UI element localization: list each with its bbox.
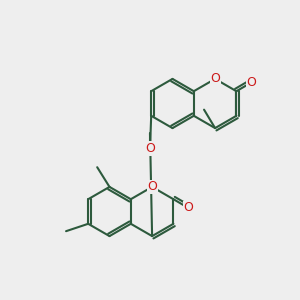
Text: O: O <box>145 142 155 155</box>
Text: O: O <box>246 76 256 89</box>
Text: O: O <box>246 76 256 89</box>
Text: O: O <box>210 72 220 86</box>
Text: O: O <box>183 201 193 214</box>
Text: O: O <box>147 180 157 194</box>
Text: O: O <box>210 72 220 86</box>
